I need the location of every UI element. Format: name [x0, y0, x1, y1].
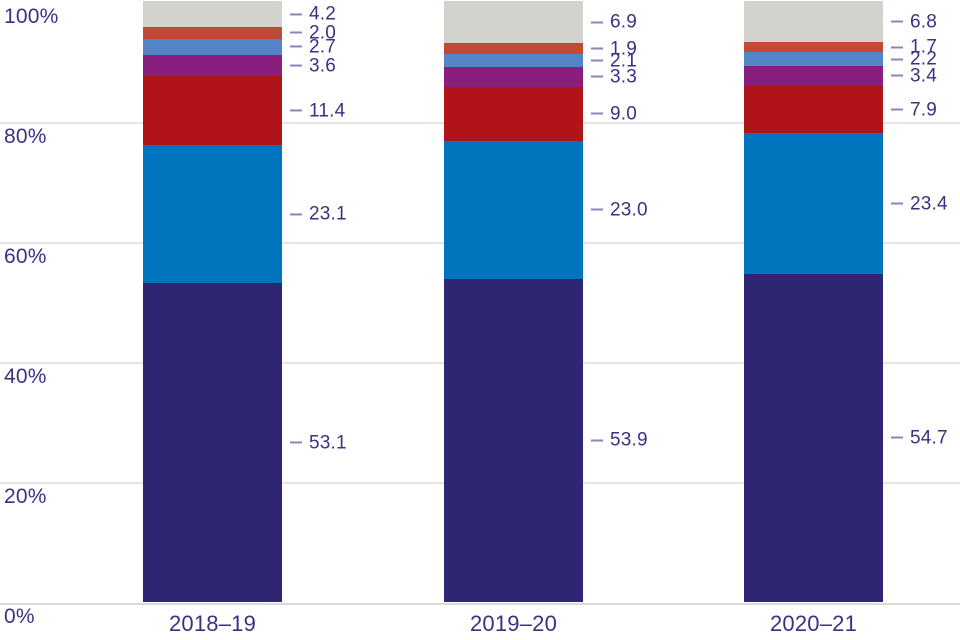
- tick-dash-icon: [290, 64, 302, 67]
- segment-value-text: 6.8: [910, 11, 938, 33]
- tick-dash-icon: [591, 59, 603, 62]
- segment-value-label: 2.7: [290, 37, 336, 56]
- segment-value-text: 2.7: [309, 36, 337, 58]
- segment-value-text: 23.1: [309, 203, 347, 225]
- tick-dash-icon: [591, 112, 603, 115]
- x-tick-label-2019–20: 2019–20: [469, 611, 558, 636]
- segment-value-text: 2.0: [309, 22, 337, 44]
- tick-dash-icon: [891, 58, 903, 60]
- bar-segment: [744, 273, 883, 602]
- bar-segment: [744, 42, 883, 53]
- bar-segment: [444, 66, 583, 87]
- segment-value-label: 6.9: [591, 13, 637, 32]
- bar-segment: [143, 38, 282, 55]
- bar-2019–20: [444, 1, 583, 602]
- bar-segment: [744, 65, 883, 86]
- segment-value-text: 53.1: [309, 432, 347, 454]
- bar-2018–19: [143, 1, 282, 602]
- tick-dash-icon: [591, 208, 603, 211]
- segment-value-label: 9.0: [591, 104, 637, 123]
- segment-value-label: 23.0: [591, 200, 648, 219]
- y-tick-label-80: 80%: [4, 125, 47, 148]
- segment-value-text: 2.1: [610, 50, 638, 71]
- segment-value-label: 53.1: [290, 433, 347, 452]
- segment-value-label: 2.1: [591, 51, 637, 70]
- bar-segment: [444, 54, 583, 67]
- tick-dash-icon: [290, 213, 302, 216]
- tick-dash-icon: [891, 46, 903, 49]
- bar-segment: [744, 85, 883, 134]
- segment-value-label: 3.4: [891, 66, 937, 85]
- tick-dash-icon: [290, 45, 302, 48]
- tick-dash-icon: [290, 13, 302, 15]
- tick-dash-icon: [591, 439, 603, 442]
- segment-value-text: 3.6: [309, 55, 337, 77]
- bar-segment: [444, 86, 583, 141]
- bar-segment: [744, 52, 883, 66]
- y-tick-label-20: 20%: [4, 485, 47, 508]
- tick-dash-icon: [290, 109, 302, 112]
- segment-value-text: 1.7: [910, 36, 938, 58]
- x-axis-line: [0, 603, 960, 605]
- bar-segment: [744, 133, 883, 274]
- segment-value-text: 23.0: [610, 199, 648, 221]
- bar-segment: [143, 76, 282, 145]
- segment-value-label: 2.0: [290, 23, 336, 42]
- segment-value-text: 54.7: [910, 427, 948, 449]
- segment-value-label: 1.7: [891, 38, 937, 57]
- bar-segment: [444, 42, 583, 55]
- bar-segment: [744, 1, 883, 43]
- bar-segment: [444, 140, 583, 279]
- segment-value-label: 6.8: [891, 12, 937, 31]
- segment-value-label: 7.9: [891, 100, 937, 119]
- segment-value-text: 9.0: [610, 103, 638, 125]
- bar-segment: [143, 26, 282, 39]
- segment-value-label: 3.6: [290, 56, 336, 75]
- segment-value-label: 23.1: [290, 205, 347, 224]
- bar-2020–21: [744, 1, 883, 602]
- tick-dash-icon: [591, 75, 603, 78]
- segment-value-text: 2.2: [910, 48, 938, 70]
- segment-value-label: 11.4: [290, 101, 345, 120]
- tick-dash-icon: [290, 441, 302, 444]
- bar-segment: [444, 1, 583, 43]
- segment-value-label: 53.9: [591, 431, 648, 450]
- tick-dash-icon: [891, 74, 903, 77]
- bar-segment: [143, 144, 282, 284]
- segment-value-label: 4.2: [290, 5, 336, 24]
- tick-dash-icon: [891, 436, 903, 439]
- tick-dash-icon: [891, 108, 903, 111]
- segment-value-text: 4.2: [309, 3, 337, 25]
- y-tick-label-40: 40%: [4, 365, 47, 388]
- tick-dash-icon: [891, 202, 903, 205]
- bar-segment: [143, 54, 282, 77]
- x-tick-label-2020–21: 2020–21: [769, 611, 858, 636]
- segment-value-text: 53.9: [610, 429, 648, 451]
- segment-value-text: 23.4: [910, 193, 948, 215]
- x-tick-label-2018–19: 2018–19: [168, 611, 257, 636]
- bar-segment: [143, 283, 282, 602]
- segment-value-text: 6.9: [610, 11, 638, 33]
- bar-segment: [143, 1, 282, 27]
- tick-dash-icon: [891, 20, 903, 23]
- segment-value-label: 23.4: [891, 194, 948, 213]
- segment-value-text: 3.4: [910, 65, 938, 87]
- segment-value-text: 11.4: [309, 100, 346, 122]
- tick-dash-icon: [290, 31, 302, 34]
- segment-value-text: 3.3: [610, 66, 638, 88]
- segment-value-label: 3.3: [591, 67, 637, 86]
- segment-value-label: 1.9: [591, 39, 637, 58]
- segment-value-label: 54.7: [891, 428, 948, 447]
- y-tick-label-100: 100%: [4, 5, 59, 28]
- segment-value-text: 1.9: [610, 38, 638, 59]
- tick-dash-icon: [591, 47, 603, 50]
- segment-value-label: 2.2: [891, 50, 937, 69]
- segment-value-text: 7.9: [910, 99, 938, 121]
- y-tick-label-0: 0%: [4, 605, 35, 628]
- tick-dash-icon: [591, 21, 603, 24]
- bar-segment: [444, 278, 583, 602]
- y-tick-label-60: 60%: [4, 245, 47, 268]
